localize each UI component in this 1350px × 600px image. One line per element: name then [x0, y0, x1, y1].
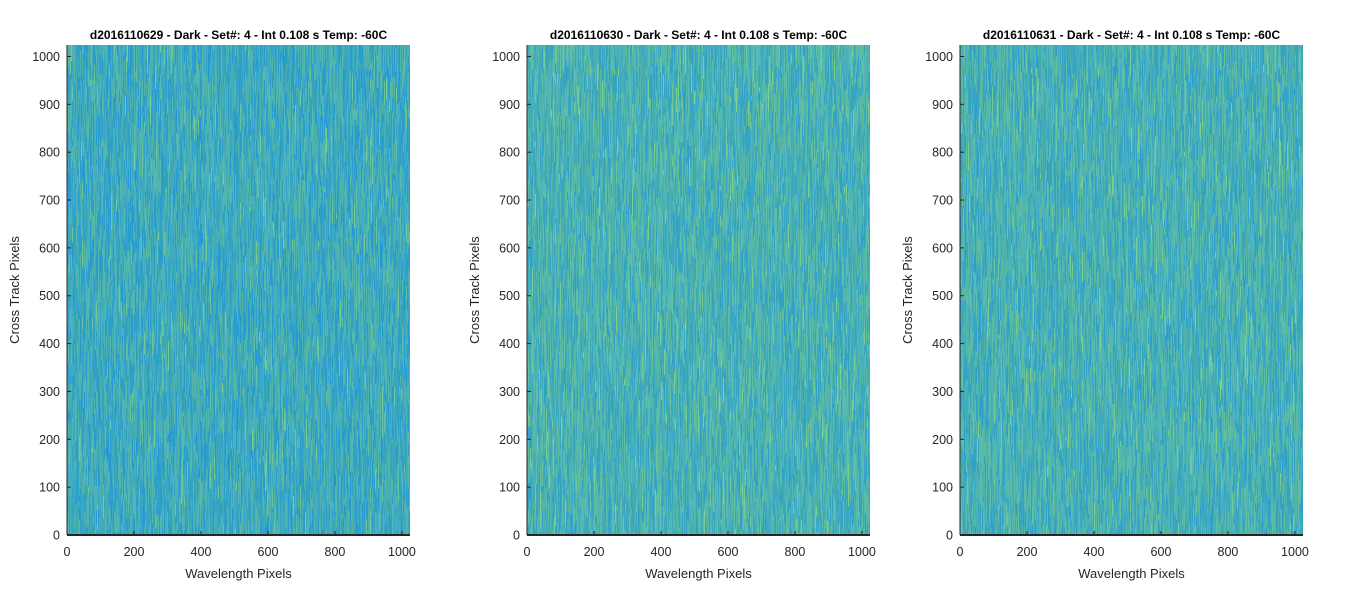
y-tick-label: 700: [499, 194, 520, 208]
x-tick-label: 800: [325, 545, 346, 559]
x-axis-label: Wavelength Pixels: [185, 566, 292, 581]
y-tick-label: 200: [499, 433, 520, 447]
y-tick-label: 800: [932, 146, 953, 160]
y-tick-label: 900: [932, 98, 953, 112]
y-axis-label: Cross Track Pixels: [467, 236, 482, 344]
y-tick-label: 900: [499, 98, 520, 112]
y-tick-label: 300: [932, 385, 953, 399]
panel-2: 0 200 400 600 800 1000 0 100 200 300 400 500 600 700 8…: [467, 28, 876, 581]
x-tick-label: 800: [785, 545, 806, 559]
y-tick-label: 200: [932, 433, 953, 447]
y-tick-label: 800: [39, 146, 60, 160]
x-axis-label: Wavelength Pixels: [1078, 566, 1185, 581]
y-tick-label: 800: [499, 146, 520, 160]
x-tick-label: 0: [524, 545, 531, 559]
y-tick-label: 600: [39, 241, 60, 255]
panel-1: 0 200 400 600 800 1000 0 100 200 300 400 500 600 700 8…: [7, 28, 416, 581]
y-tick-label: 500: [499, 289, 520, 303]
y-axis-label: Cross Track Pixels: [900, 236, 915, 344]
chart-title: d2016110630 - Dark - Set#: 4 - Int 0.108…: [550, 28, 848, 42]
y-axis-label: Cross Track Pixels: [7, 236, 22, 344]
x-tick-label: 600: [258, 545, 279, 559]
x-tick-label: 1000: [1281, 545, 1309, 559]
y-tick-label: 900: [39, 98, 60, 112]
x-tick-label: 200: [584, 545, 605, 559]
x-tick-label: 800: [1218, 545, 1239, 559]
y-tick-label: 400: [932, 337, 953, 351]
y-tick-label: 0: [53, 529, 60, 543]
x-tick-label: 400: [1084, 545, 1105, 559]
y-tick-label: 600: [499, 241, 520, 255]
y-tick-label: 1000: [925, 50, 953, 64]
x-tick-label: 400: [191, 545, 212, 559]
x-axis-label: Wavelength Pixels: [645, 566, 752, 581]
y-tick-label: 1000: [32, 50, 60, 64]
x-tick-label: 200: [1017, 545, 1038, 559]
y-tick-label: 100: [39, 481, 60, 495]
y-tick-label: 1000: [492, 50, 520, 64]
y-tick-label: 0: [946, 529, 953, 543]
heatmap-image: [67, 45, 410, 535]
heatmap-image: [960, 45, 1303, 535]
x-tick-label: 1000: [848, 545, 876, 559]
y-tick-label: 700: [932, 194, 953, 208]
x-tick-label: 600: [1151, 545, 1172, 559]
chart-title: d2016110629 - Dark - Set#: 4 - Int 0.108…: [90, 28, 388, 42]
y-tick-label: 0: [513, 529, 520, 543]
y-tick-label: 600: [932, 241, 953, 255]
y-tick-label: 400: [39, 337, 60, 351]
y-tick-label: 200: [39, 433, 60, 447]
panel-3: 0 200 400 600 800 1000 0 100 200 300 400 500 600 700 8…: [900, 28, 1309, 581]
y-tick-label: 300: [499, 385, 520, 399]
y-tick-label: 500: [39, 289, 60, 303]
y-tick-label: 100: [932, 481, 953, 495]
x-tick-label: 200: [124, 545, 145, 559]
x-tick-label: 600: [718, 545, 739, 559]
x-tick-label: 0: [957, 545, 964, 559]
x-tick-label: 400: [651, 545, 672, 559]
x-tick-label: 1000: [388, 545, 416, 559]
y-tick-label: 400: [499, 337, 520, 351]
x-tick-label: 0: [64, 545, 71, 559]
chart-title: d2016110631 - Dark - Set#: 4 - Int 0.108…: [983, 28, 1281, 42]
y-tick-label: 100: [499, 481, 520, 495]
heatmap-image: [527, 45, 870, 535]
y-tick-label: 500: [932, 289, 953, 303]
y-tick-label: 700: [39, 194, 60, 208]
y-tick-label: 300: [39, 385, 60, 399]
